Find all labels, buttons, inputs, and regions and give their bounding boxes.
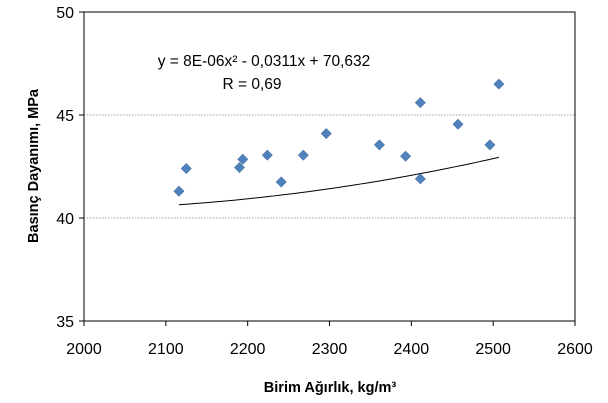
data-point bbox=[414, 97, 426, 109]
data-point bbox=[320, 127, 332, 140]
data-point bbox=[275, 176, 287, 188]
data-point bbox=[173, 185, 185, 197]
data-point bbox=[493, 78, 505, 90]
data-point bbox=[237, 153, 249, 165]
y-tick-label: 35 bbox=[56, 314, 74, 331]
data-point bbox=[373, 139, 385, 151]
plot-area bbox=[83, 11, 576, 322]
gridlines bbox=[84, 114, 575, 219]
data-points bbox=[173, 78, 505, 197]
y-tick-labels: 35 40 45 50 bbox=[56, 5, 74, 331]
x-tick-label: 2000 bbox=[66, 341, 102, 358]
r-value-annotation: R = 0,69 bbox=[222, 76, 281, 93]
data-point bbox=[233, 161, 246, 174]
data-point bbox=[261, 149, 273, 161]
x-tick-label: 2400 bbox=[394, 341, 430, 358]
x-tick-label: 2300 bbox=[312, 341, 348, 358]
axis-ticks bbox=[79, 11, 576, 326]
data-point bbox=[400, 150, 412, 162]
y-tick-label: 45 bbox=[56, 108, 74, 125]
y-tick-label: 50 bbox=[56, 5, 74, 22]
data-point bbox=[180, 163, 192, 175]
y-axis-title: Basınç Dayanımı, MPa bbox=[26, 88, 42, 243]
y-tick-label: 40 bbox=[56, 211, 74, 228]
x-axis-title: Birim Ağırlık, kg/m³ bbox=[264, 380, 397, 396]
data-point bbox=[297, 149, 309, 161]
equation-annotation: y = 8E-06x² - 0,0311x + 70,632 bbox=[158, 53, 371, 70]
x-tick-label: 2600 bbox=[557, 341, 593, 358]
x-tick-label: 2200 bbox=[230, 341, 266, 358]
trendline bbox=[178, 156, 499, 206]
x-tick-labels: 2000 2100 2200 2300 2400 2500 2600 bbox=[66, 341, 593, 358]
data-point bbox=[484, 139, 496, 151]
x-tick-label: 2100 bbox=[148, 341, 184, 358]
data-point bbox=[414, 173, 426, 185]
x-tick-label: 2500 bbox=[475, 341, 511, 358]
data-point bbox=[452, 118, 464, 130]
